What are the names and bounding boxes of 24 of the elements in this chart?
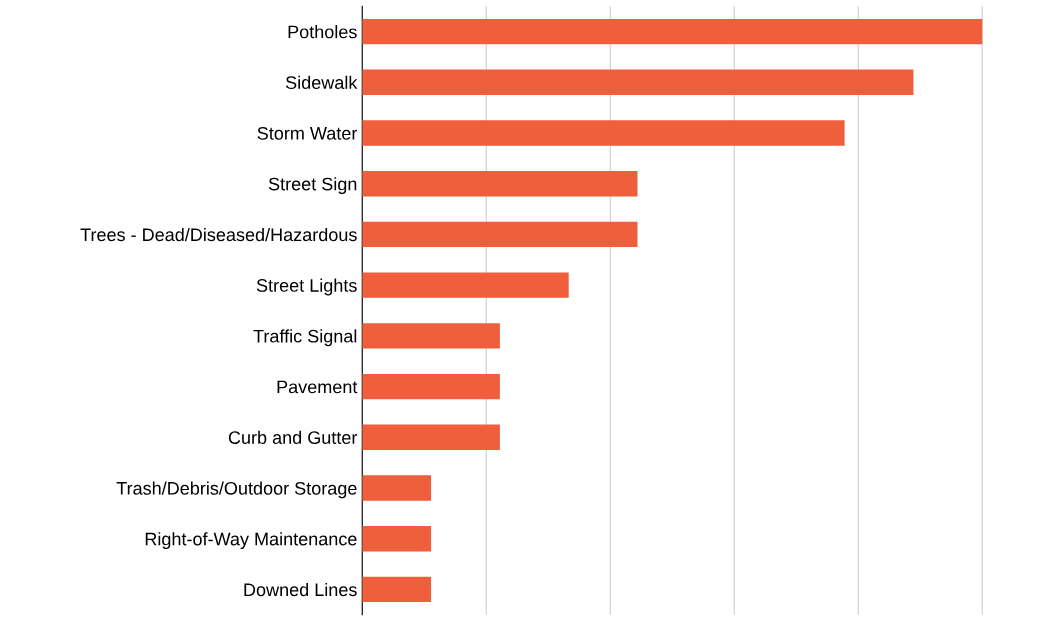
bar — [362, 475, 432, 501]
bar — [362, 424, 500, 450]
bar — [362, 69, 914, 95]
bar — [362, 221, 638, 248]
bar — [362, 373, 500, 400]
y-tick-label: Trash/Debris/Outdoor Storage — [116, 481, 357, 499]
y-tick-label: Potholes — [288, 25, 357, 39]
y-tick-label: Right-of-Way Maintenance — [145, 532, 357, 550]
y-tick-label: Pavement — [277, 380, 358, 394]
y-tick-label: Street Lights — [256, 278, 357, 296]
y-tick-label: Trees - Dead/Diseased/Hazardous — [80, 227, 357, 242]
y-tick-label: Storm Water — [257, 126, 358, 140]
bar — [362, 18, 983, 45]
y-tick-label: Street Sign — [268, 177, 357, 194]
bar — [362, 120, 845, 146]
bar — [362, 576, 432, 603]
bar — [362, 526, 432, 552]
bar — [362, 272, 569, 298]
y-tick-label: Curb and Gutter — [228, 430, 358, 445]
bar — [362, 171, 638, 197]
bar — [362, 323, 500, 349]
y-tick-label: Sidewalk — [285, 75, 358, 89]
y-tick-label: Downed Lines — [244, 582, 357, 597]
y-tick-label: Traffic Signal — [253, 329, 357, 347]
